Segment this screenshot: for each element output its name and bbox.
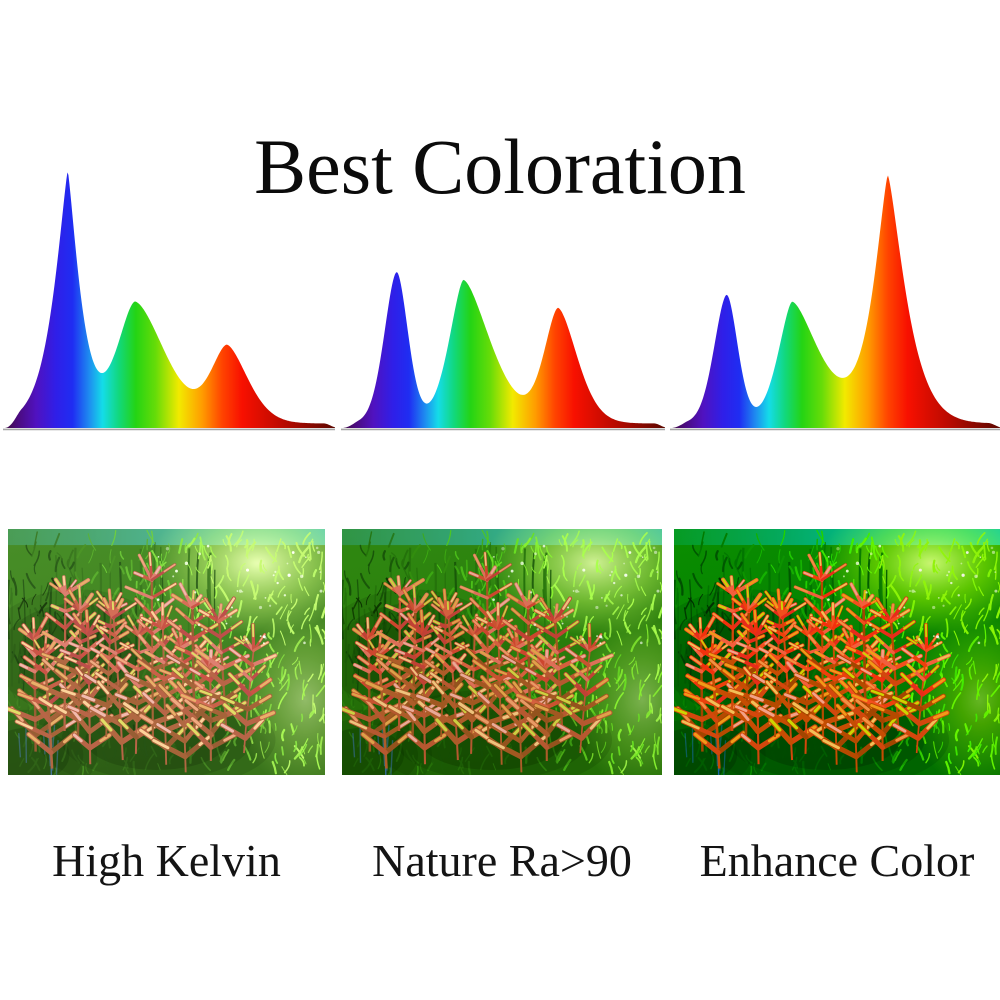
spectrum-chart-high-kelvin	[3, 172, 335, 431]
aquarium-photo-high-kelvin	[8, 529, 325, 775]
column-label-nature-ra90: Nature Ra>90	[372, 835, 632, 886]
column-label-enhance-color: Enhance Color	[699, 835, 975, 886]
spectrum-chart-enhance-color	[670, 175, 1000, 431]
spectrum-area	[3, 172, 335, 428]
aquarium-photo-enhance-color	[674, 529, 1000, 775]
spectrum-area	[341, 272, 665, 428]
aquarium-photo-render	[674, 529, 1000, 775]
aquarium-photo-render	[8, 529, 325, 775]
spectrum-area	[670, 175, 1000, 428]
aquarium-photo-nature-ra90	[342, 529, 662, 775]
column-label-high-kelvin: High Kelvin	[52, 835, 281, 886]
aquarium-photo-render	[342, 529, 662, 775]
spectrum-chart-nature-ra90	[341, 272, 665, 431]
page-title: Best Coloration	[254, 123, 746, 211]
